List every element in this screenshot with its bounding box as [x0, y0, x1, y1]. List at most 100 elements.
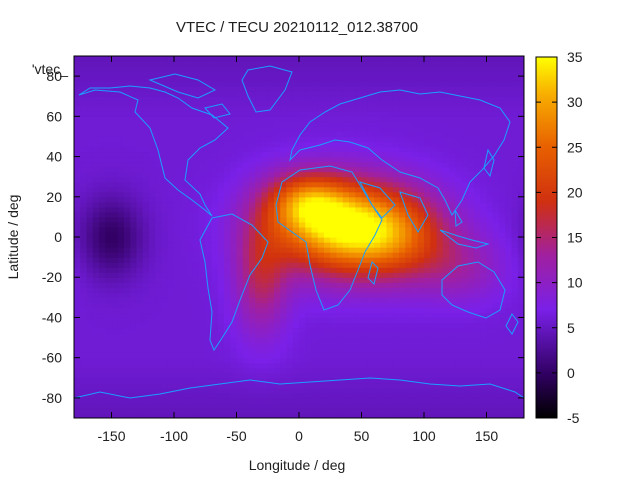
heat-cell [361, 252, 369, 258]
heat-cell [517, 191, 524, 198]
heat-cell [192, 141, 200, 148]
heat-cell [124, 151, 131, 158]
heat-cell [255, 186, 263, 193]
heat-cell [392, 317, 400, 324]
heat-cell [192, 322, 200, 329]
heat-cell [505, 397, 513, 404]
heat-cell [480, 307, 488, 314]
heat-cell [436, 81, 444, 87]
heat-cell [180, 382, 188, 389]
heat-cell [230, 412, 238, 418]
heat-cell [455, 106, 463, 112]
heat-cell [299, 327, 306, 334]
heat-cell [367, 372, 375, 379]
heat-cell [311, 146, 319, 153]
heat-cell [261, 327, 269, 334]
heat-cell [436, 106, 444, 112]
heat-cell [392, 96, 400, 102]
heat-cell [517, 332, 524, 339]
heat-cell [74, 312, 81, 319]
heat-cell [349, 362, 356, 369]
heat-cell [342, 242, 350, 248]
heat-cell [280, 206, 288, 213]
heat-cell [267, 377, 275, 384]
heat-cell [386, 71, 394, 77]
heat-cell [161, 292, 169, 298]
heat-cell [361, 181, 369, 188]
heat-cell [205, 257, 213, 263]
heat-cell [399, 312, 406, 319]
heat-cell [355, 231, 363, 238]
heat-cell [286, 247, 294, 253]
heat-cell [430, 292, 438, 298]
heat-cell [386, 211, 394, 218]
heat-cell [255, 201, 263, 208]
heat-cell [267, 76, 275, 82]
heat-cell [511, 272, 519, 278]
heat-cell [349, 101, 356, 107]
heat-cell [392, 76, 400, 82]
heat-cell [99, 372, 106, 379]
heat-cell [224, 216, 231, 223]
heat-cell [117, 101, 125, 107]
heat-cell [192, 317, 200, 324]
heat-cell [336, 312, 344, 319]
heat-cell [324, 96, 331, 102]
heat-cell [167, 337, 175, 344]
heat-cell [286, 201, 294, 208]
heat-cell [349, 106, 356, 112]
heat-cell [124, 216, 131, 223]
heat-cell [499, 272, 506, 278]
heat-cell [411, 161, 419, 168]
heat-cell [386, 307, 394, 314]
heat-cell [149, 252, 156, 258]
heat-cell [174, 191, 181, 198]
heat-cell [124, 332, 131, 339]
heat-cell [86, 242, 94, 248]
heat-cell [217, 362, 225, 369]
heat-cell [274, 342, 281, 349]
heat-cell [386, 347, 394, 354]
heat-cell [380, 247, 388, 253]
heat-cell [155, 141, 163, 148]
heat-cell [167, 362, 175, 369]
heat-cell [342, 216, 350, 223]
heat-cell [330, 146, 338, 153]
heat-cell [155, 272, 163, 278]
heat-cell [286, 86, 294, 92]
heat-cell [205, 312, 213, 319]
heat-cell [161, 101, 169, 107]
heat-cell [117, 352, 125, 359]
heat-cell [130, 297, 138, 303]
heat-cell [286, 136, 294, 143]
heat-cell [80, 262, 88, 268]
heat-cell [167, 156, 175, 163]
heat-cell [449, 292, 456, 298]
heat-cell [342, 332, 350, 339]
heat-cell [417, 317, 425, 324]
heat-cell [299, 257, 306, 263]
heat-cell [361, 332, 369, 339]
heat-cell [124, 337, 131, 344]
heat-cell [442, 141, 450, 148]
heat-cell [480, 136, 488, 143]
heat-cell [274, 367, 281, 374]
heat-cell [280, 287, 288, 293]
heat-cell [80, 196, 88, 203]
heat-cell [355, 191, 363, 198]
heat-cell [317, 312, 325, 319]
heat-cell [111, 91, 119, 97]
heat-cell [492, 231, 500, 238]
heat-cell [386, 146, 394, 153]
heat-cell [417, 237, 425, 243]
heat-cell [224, 226, 231, 233]
heat-cell [492, 327, 500, 334]
heat-cell [199, 277, 206, 283]
heat-cell [149, 412, 156, 418]
heat-cell [180, 252, 188, 258]
heat-cell [355, 91, 363, 97]
heat-cell [105, 126, 113, 133]
heat-cell [430, 116, 438, 122]
heat-cell [92, 171, 100, 178]
heat-cell [236, 181, 244, 188]
